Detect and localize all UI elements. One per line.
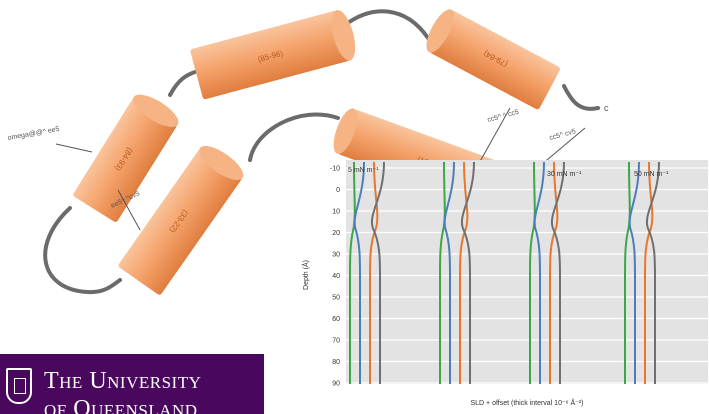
plot-profiles (349, 161, 660, 384)
profile-line-green (624, 161, 631, 384)
university-logo: The University of Queensland (0, 354, 264, 414)
helix-cylinder-2: (85-96) (190, 10, 356, 100)
y-tick-label: 0 (336, 187, 340, 194)
x-axis-label: SLD + offset (thick interval 10⁻⁶ Å⁻²) (470, 398, 583, 407)
y-tick-label: 10 (332, 209, 340, 216)
profile-line-blue (443, 161, 455, 384)
y-tick-label: 70 (332, 338, 340, 345)
y-axis-ticks: -10 0 10 20 30 40 50 60 70 80 90 (330, 166, 340, 388)
residue-callout-3: cc5^ ^ cc5 (487, 109, 520, 124)
profile-line-orange (644, 161, 654, 384)
profile-line-grey (370, 161, 385, 384)
helix-cylinder-1: (84-93) (73, 94, 179, 222)
profile-line-blue (533, 161, 545, 384)
loop-3 (562, 84, 600, 111)
loop-1 (168, 70, 197, 97)
university-logo-line2: of Queensland (44, 396, 198, 414)
y-axis-label: Depth (Å) (301, 260, 310, 290)
helix-cylinder-4: (33-22) (118, 146, 244, 295)
y-tick-label: -10 (330, 166, 340, 173)
profile-line-green (439, 161, 446, 384)
y-tick-label: 20 (332, 230, 340, 237)
y-tick-label: 80 (332, 359, 340, 366)
y-tick-label: 40 (332, 273, 340, 280)
uq-crest-icon (6, 368, 32, 404)
helix-cylinder-3: (79-84) (426, 9, 560, 110)
loop-4 (43, 206, 122, 295)
profile-line-orange (549, 161, 559, 384)
profile-line-blue (628, 161, 640, 384)
profile-line-grey (550, 161, 565, 384)
profile-line-orange (459, 161, 469, 384)
panel-label-1: 5 mN m⁻¹ (348, 167, 379, 174)
residue-callout-4: cc5^ cv5 (549, 128, 577, 142)
loop-5 (248, 112, 340, 162)
residue-callout-1: omega@@^ ee5 (7, 126, 60, 142)
depth-profile-plot: -10 0 10 20 30 40 50 60 70 80 90 5 mN m⁻¹ 30 mN m⁻… (301, 160, 708, 407)
loop-2 (343, 9, 430, 40)
profile-line-green (529, 161, 536, 384)
plot-background (346, 160, 708, 384)
y-tick-label: 60 (332, 316, 340, 323)
panel-label-4: 50 mN m⁻¹ (634, 171, 669, 178)
profile-line-grey (645, 161, 660, 384)
profile-line-grey (460, 161, 475, 384)
profile-line-green (349, 161, 356, 384)
profile-line-orange (369, 161, 379, 384)
profile-line-blue (353, 161, 365, 384)
university-logo-line1: The University (44, 368, 202, 394)
plot-gridlines (346, 167, 708, 384)
y-tick-label: 50 (332, 295, 340, 302)
panel-label-3: 30 mN m⁻¹ (547, 171, 582, 178)
y-tick-label: 90 (332, 381, 340, 388)
y-tick-label: 30 (332, 252, 340, 259)
c-terminus-label: c (604, 103, 609, 113)
